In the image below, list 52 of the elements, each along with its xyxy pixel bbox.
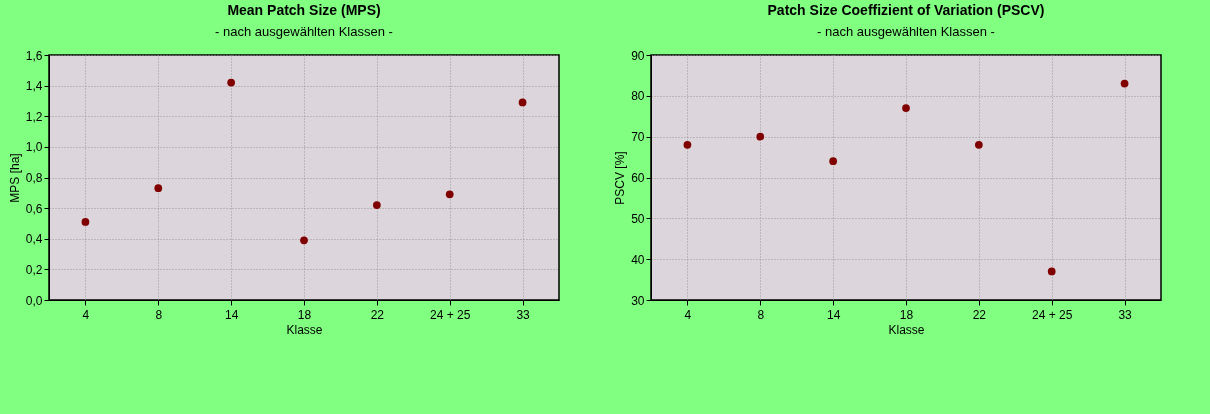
x-tick-label: 8 <box>155 307 163 322</box>
point <box>902 104 910 112</box>
x-tick-label: 4 <box>684 307 692 322</box>
point <box>154 184 163 193</box>
x-tick-label: 4 <box>82 307 90 322</box>
point <box>227 78 236 87</box>
point <box>756 132 765 141</box>
x-tick-label: 18 <box>899 307 914 322</box>
x-tick-label: 24 + 25 <box>1032 307 1073 322</box>
point <box>1120 79 1129 88</box>
y-tick-label: 80 <box>631 89 645 104</box>
y-tick-label: 0,0 <box>25 293 43 308</box>
y-tick-label: 70 <box>631 130 645 145</box>
point <box>81 218 90 226</box>
x-axis-title: Klasse <box>286 322 323 337</box>
point <box>372 201 381 209</box>
y-tick-label: 60 <box>631 171 645 185</box>
x-tick-label: 14 <box>224 307 239 322</box>
y-tick-label: 0,8 <box>25 171 43 185</box>
chart-title: Patch Size Coeffizient of Variation (PSCV) <box>767 2 1045 18</box>
x-tick-label: 22 <box>370 307 385 322</box>
y-tick-label: 30 <box>631 293 645 308</box>
chart-title: Mean Patch Size (MPS) <box>227 2 381 18</box>
y-tick-label: 0,4 <box>25 232 43 247</box>
x-tick-label: 33 <box>1118 307 1133 322</box>
chart-subtitle: - nach ausgewählten Klassen - <box>215 24 393 39</box>
y-tick-label: 1,4 <box>25 79 43 94</box>
y-tick-label: 1,2 <box>25 109 43 124</box>
x-tick-label: 33 <box>516 307 531 322</box>
y-tick-label: 1,0 <box>25 140 43 155</box>
y-tick-label: 90 <box>631 48 645 63</box>
point <box>445 190 454 199</box>
point <box>829 157 838 166</box>
y-tick-label: 0,2 <box>25 262 43 277</box>
point <box>683 140 692 149</box>
point <box>1047 267 1056 276</box>
point <box>974 140 983 149</box>
x-tick-label: 8 <box>757 307 765 322</box>
point <box>518 98 527 107</box>
x-tick-label: 24 + 25 <box>430 307 471 322</box>
point <box>300 236 308 245</box>
y-tick-label: 1,6 <box>25 48 43 63</box>
y-axis-title: PSCV [%] <box>613 151 628 205</box>
y-axis-title: MPS [ha] <box>7 153 22 203</box>
chart-subtitle: - nach ausgewählten Klassen - <box>817 24 995 39</box>
x-tick-label: 18 <box>297 307 312 322</box>
y-tick-label: 0,6 <box>25 201 43 216</box>
x-axis-title: Klasse <box>888 322 925 337</box>
x-tick-label: 14 <box>826 307 841 322</box>
y-tick-label: 50 <box>631 211 645 226</box>
y-tick-label: 40 <box>631 252 645 267</box>
x-tick-label: 22 <box>972 307 987 322</box>
